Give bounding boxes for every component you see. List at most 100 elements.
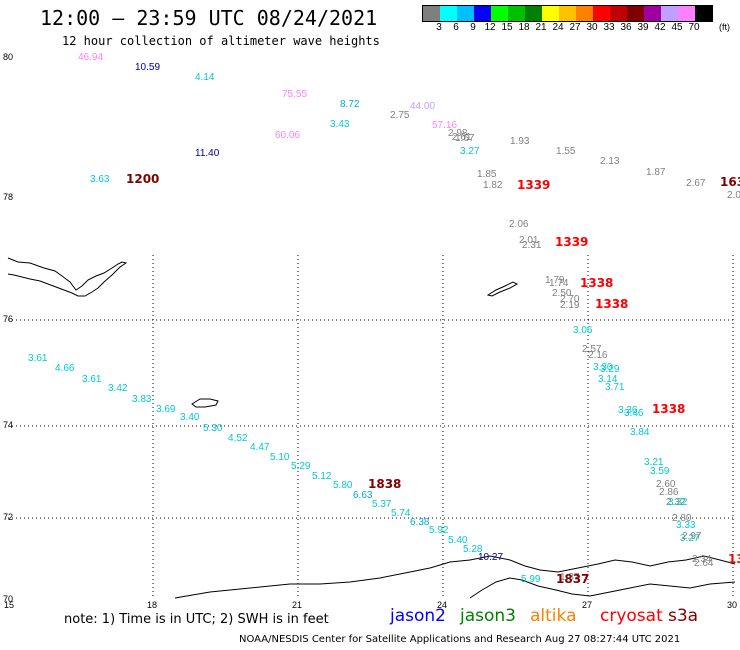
longitude-label: 15: [4, 600, 14, 610]
color-scale-tick: 6: [453, 22, 459, 33]
color-scale-swatch: [610, 6, 627, 21]
coastlines: [7, 257, 736, 599]
wave-height-label: 3.42: [108, 383, 128, 394]
wave-height-label: 2.64: [694, 558, 714, 569]
legend-item-jason2: jason2: [390, 606, 446, 626]
wave-height-label: 8.72: [340, 99, 360, 110]
pass-time-label: 1338: [652, 402, 685, 416]
wave-height-label: 5.12: [312, 471, 332, 482]
wave-height-label: 3.30: [593, 362, 613, 373]
bear-island: [191, 398, 219, 408]
wave-height-label: 3.43: [330, 119, 350, 130]
wave-height-label: 2.70: [560, 294, 580, 305]
wave-height-label: 2.0: [727, 190, 740, 201]
wave-height-label: 5.74: [391, 508, 411, 519]
wave-height-label: 1.87: [646, 167, 666, 178]
kvitoya-island: [486, 281, 519, 297]
pass-time-label: 1837: [556, 572, 589, 586]
wave-height-label: 2.01: [519, 235, 539, 246]
pass-time-label: 1339: [517, 178, 550, 192]
wave-height-label: 10.59: [135, 62, 160, 73]
color-scale-unit: (ft): [719, 22, 730, 32]
color-scale-tick: 42: [654, 22, 666, 33]
color-scale-swatch: [491, 6, 508, 21]
color-scale-tick: 24: [552, 22, 564, 33]
wave-height-label: 2.86: [659, 487, 679, 498]
wave-height-label: 2.32: [666, 497, 686, 508]
wave-height-label: 3.21: [644, 457, 664, 468]
wave-height-label: 60.06: [275, 130, 300, 141]
wave-height-label: 5.99: [521, 574, 541, 585]
color-scale-swatch: [474, 6, 491, 21]
wave-height-label: 5.37: [372, 499, 392, 510]
color-scale-tick: 18: [518, 22, 530, 33]
color-scale-tick: 36: [620, 22, 632, 33]
color-scale-swatch: [695, 6, 712, 21]
color-scale-swatch: [457, 6, 474, 21]
footnote: note: 1) Time is in UTC; 2) SWH is in fe…: [64, 612, 329, 627]
wave-height-label: 46.94: [78, 52, 103, 63]
color-scale-bar: [422, 5, 713, 22]
wave-height-label: 4.66: [55, 363, 75, 374]
color-scale-swatch: [525, 6, 542, 21]
color-scale-swatch: [644, 6, 661, 21]
color-scale-swatch: [661, 6, 678, 21]
wave-height-label: 3.71: [605, 382, 625, 393]
wave-height-label: 3.61: [82, 374, 102, 385]
wave-height-label: 3.32: [668, 497, 688, 508]
pass-time-label: 13: [728, 552, 740, 566]
pass-time-label: 1338: [580, 276, 613, 290]
wave-height-label: 2.31: [522, 240, 542, 251]
color-scale-tick: 3: [436, 22, 442, 33]
wave-height-label: 3.61: [28, 353, 48, 364]
color-scale-swatch: [576, 6, 593, 21]
wave-height-label: 3.27: [460, 146, 480, 157]
wave-height-label: 1.82: [483, 180, 503, 191]
legend-item-s3a: s3a: [668, 606, 699, 626]
wave-height-label: 11.40: [195, 148, 220, 159]
wave-height-label: 1.37: [560, 572, 580, 583]
color-scale-swatch: [542, 6, 559, 21]
wave-height-label: 2.67: [686, 178, 706, 189]
latitude-label: 74: [3, 420, 13, 430]
color-scale-tick: 15: [501, 22, 513, 33]
wave-height-label: 2.34: [692, 554, 712, 565]
pass-time-labels: 1200 1339 1339 1338 1338 1338 1838 1837 163 13: [126, 172, 740, 586]
wave-height-label: 5.40: [448, 535, 468, 546]
pass-time-label: 1838: [368, 477, 401, 491]
wave-height-label: 2.16: [588, 350, 608, 361]
color-scale-swatch: [440, 6, 457, 21]
wave-height-label: 5.10: [270, 452, 290, 463]
wave-height-label: 3.36: [618, 405, 638, 416]
legend-item-altika: altika: [530, 606, 577, 626]
longitude-label: 24: [437, 600, 447, 610]
wave-height-label: 2.50: [552, 288, 572, 299]
color-scale-swatch: [678, 6, 695, 21]
wave-height-label: 1.93: [510, 136, 530, 147]
color-scale-tick: 12: [484, 22, 496, 33]
pass-time-label: 1339: [555, 235, 588, 249]
latitude-label: 80: [3, 52, 13, 62]
pass-time-label: 1200: [126, 172, 159, 186]
longitude-label: 18: [147, 600, 157, 610]
wave-height-label: 3.06: [573, 325, 593, 336]
wave-height-label: 6.38: [410, 517, 430, 528]
wave-height-labels: 46.9410.594.1475.558.722.7544.0057.162.9…: [28, 52, 740, 585]
wave-height-label: 5.28: [463, 544, 483, 555]
wave-height-label: 1.67: [455, 133, 475, 144]
svalbard-coast: [7, 257, 128, 297]
wave-height-label: 3.33: [676, 520, 696, 531]
color-scale-swatch: [423, 6, 440, 21]
legend-item-jason3: jason3: [460, 606, 516, 626]
wave-height-label: 3.27: [680, 533, 700, 544]
wave-height-label: 5.92: [429, 525, 449, 536]
legend-item-cryosat: cryosat: [600, 606, 663, 626]
color-scale-labels: 3 6 9 12 15 18 21 24 27 30 33 36 39 42 45 70: [422, 22, 740, 34]
wave-height-label: 3.84: [630, 427, 650, 438]
color-scale-tick: 70: [688, 22, 700, 33]
color-scale-tick: 30: [586, 22, 598, 33]
wave-height-label: 1.74: [549, 278, 569, 289]
color-scale-swatch: [593, 6, 610, 21]
